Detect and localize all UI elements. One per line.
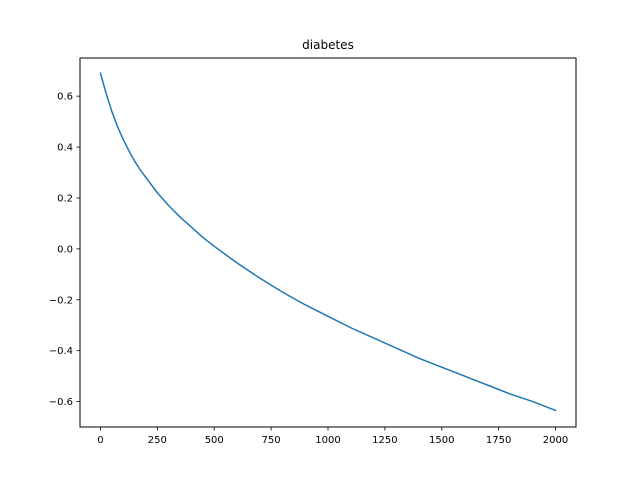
x-tick-label: 1750	[486, 435, 511, 446]
x-tick-label: 2000	[543, 435, 568, 446]
x-tick-label: 750	[262, 435, 281, 446]
axes-frame	[79, 57, 577, 428]
chart-title: diabetes	[302, 38, 354, 52]
y-tick-label: −0.4	[49, 346, 73, 357]
y-tick-label: 0.2	[57, 193, 73, 204]
x-axis: 0 250 500 750 1000 1250 1500 1750 2000	[97, 427, 568, 446]
plot-area	[99, 72, 557, 412]
x-tick-label: 1000	[315, 435, 340, 446]
y-axis: −0.6 −0.4 −0.2 0.0 0.2 0.4 0.6	[49, 92, 80, 408]
x-tick-label: 250	[148, 435, 167, 446]
y-tick-label: −0.6	[49, 397, 73, 408]
series-line	[99, 72, 557, 412]
y-tick-label: 0.0	[57, 244, 73, 255]
x-tick-label: 1250	[372, 435, 397, 446]
x-tick-label: 0	[97, 435, 103, 446]
y-tick-label: 0.6	[57, 92, 73, 103]
x-tick-label: 500	[205, 435, 224, 446]
x-tick-label: 1500	[429, 435, 454, 446]
y-tick-label: 0.4	[57, 143, 73, 154]
y-tick-label: −0.2	[49, 295, 73, 306]
